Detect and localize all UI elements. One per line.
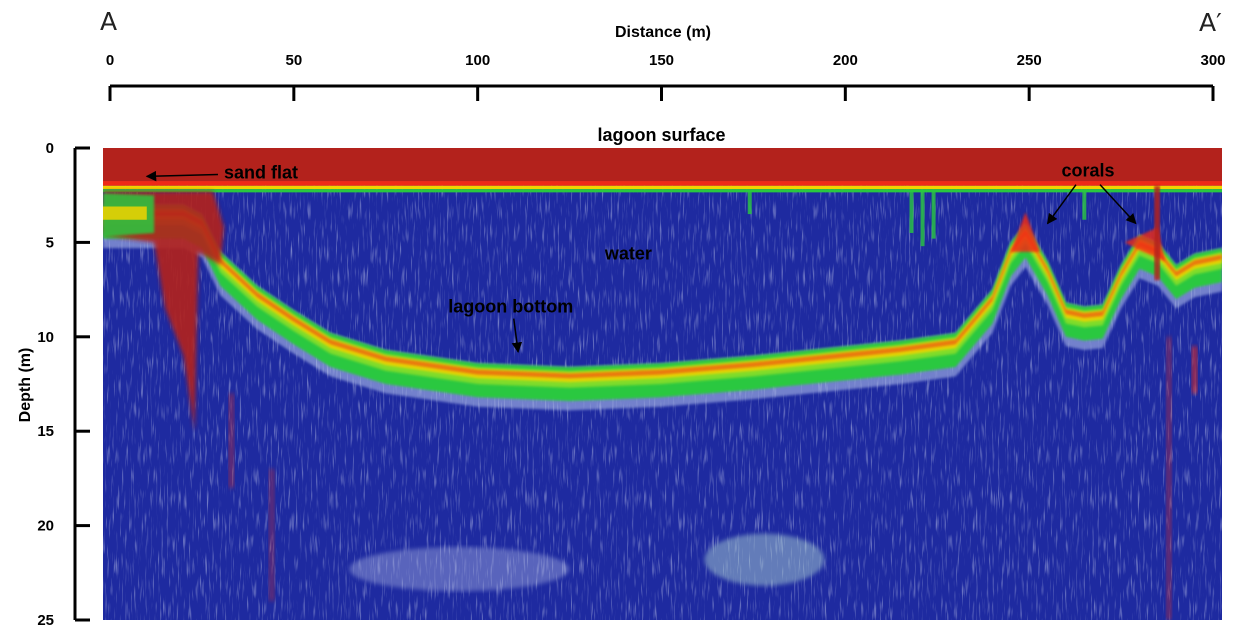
y-tick-label: 0 (46, 140, 54, 157)
surface-drip (1082, 191, 1087, 220)
x-tick-label: 300 (1200, 52, 1225, 69)
surface-band-high (103, 181, 1222, 186)
annotation-layer: lagoon surface sand flat water lagoon botto… (145, 125, 1137, 353)
surface-band-strong (103, 148, 1222, 182)
x-tick-label: 50 (285, 52, 302, 69)
deep-streak (1165, 336, 1172, 620)
profile-start-label: A (100, 7, 117, 36)
y-tick-label: 15 (37, 423, 54, 440)
deep-streak (228, 393, 235, 488)
x-tick-label: 200 (833, 52, 858, 69)
annotation-water: water (604, 244, 652, 264)
y-tick-label: 20 (37, 518, 54, 535)
annotation-lagoon-bottom: lagoon bottom (448, 297, 573, 317)
deep-scatter-cloud (704, 533, 825, 586)
annotation-corals: corals (1061, 161, 1114, 181)
surface-band-low (103, 189, 1222, 193)
surface-drip (747, 191, 752, 215)
annotation-arrow (1099, 184, 1137, 225)
annotation-arrow (511, 318, 523, 353)
surface-band-mid (103, 185, 1222, 190)
y-tick-label: 25 (37, 612, 54, 629)
surface-drip (909, 191, 914, 233)
x-axis: 0 50 100 150 200 250 300 (106, 52, 1226, 101)
sand-flat-echo (103, 191, 224, 432)
x-tick-label: 250 (1017, 52, 1042, 69)
annotation-arrow (145, 170, 218, 182)
x-axis-title: Distance (m) (615, 24, 711, 41)
echogram-plot-area (103, 148, 1222, 620)
x-tick-label: 0 (106, 52, 114, 69)
annotation-lagoon-surface: lagoon surface (597, 125, 725, 145)
y-axis: 0 5 10 15 20 25 (37, 140, 90, 629)
deep-streak (268, 468, 275, 602)
annotation-arrow (1046, 184, 1077, 225)
x-tick-label: 100 (465, 52, 490, 69)
surface-drip (931, 191, 936, 239)
x-tick-label: 150 (649, 52, 674, 69)
sand-flat-stripe (103, 206, 147, 220)
y-axis-title: Depth (m) (17, 348, 34, 423)
deep-scatter-cloud (349, 547, 570, 592)
surface-drip (920, 191, 925, 247)
annotation-sand-flat: sand flat (224, 163, 298, 183)
profile-end-label: A′ (1199, 8, 1222, 37)
y-tick-label: 10 (37, 329, 54, 346)
y-tick-label: 5 (46, 234, 54, 251)
coral-column-echo (1154, 185, 1161, 281)
coral-peak-echo (1010, 212, 1041, 252)
deep-streak (1191, 346, 1198, 394)
